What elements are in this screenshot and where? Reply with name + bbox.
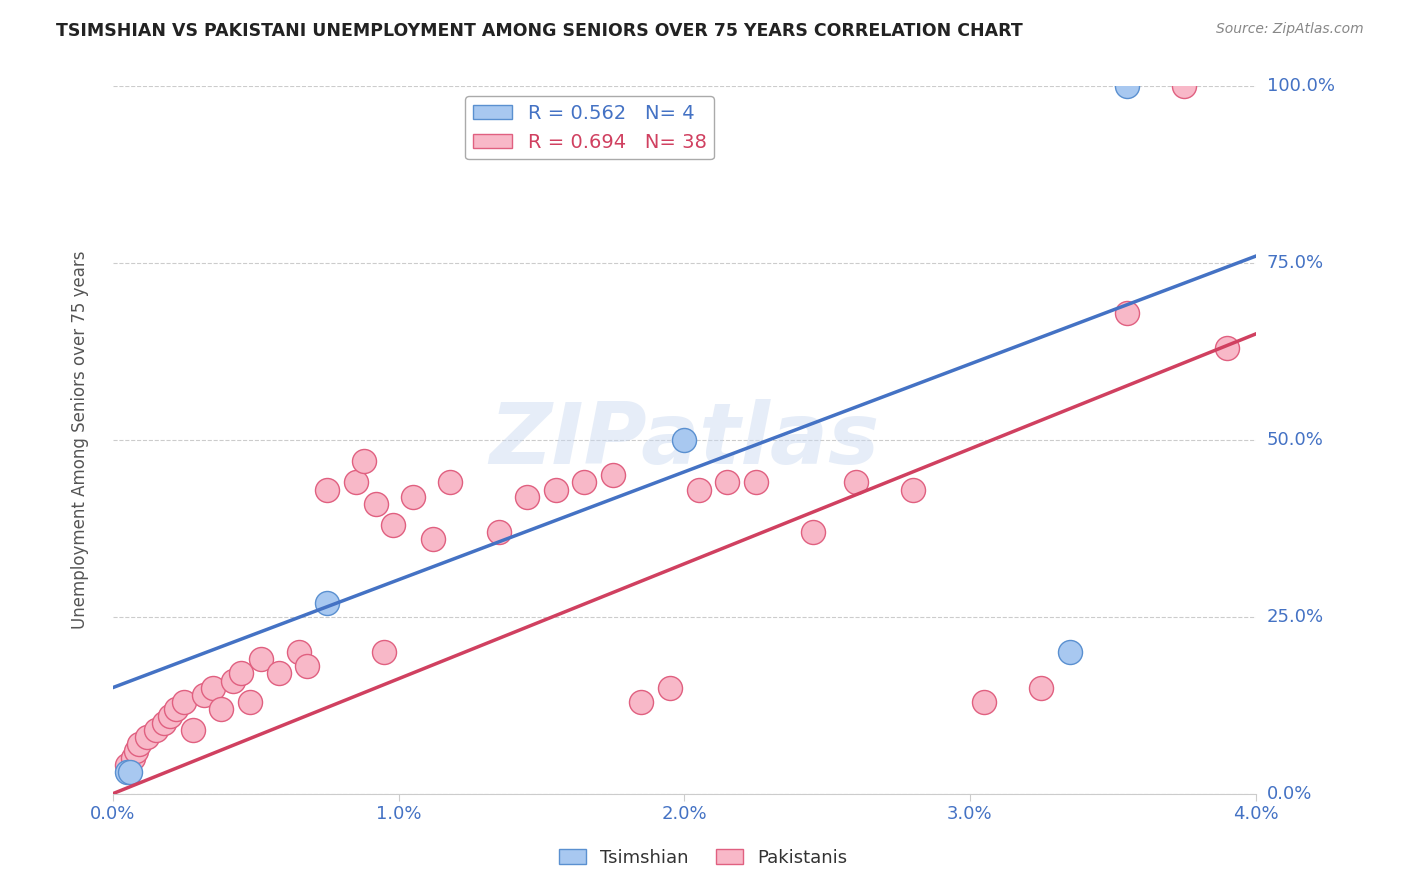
Point <box>1031 681 1053 695</box>
Point <box>153 715 176 730</box>
Point <box>353 454 375 468</box>
Legend: R = 0.562   N= 4, R = 0.694   N= 38: R = 0.562 N= 4, R = 0.694 N= 38 <box>465 96 714 160</box>
Point <box>344 475 367 490</box>
Point <box>744 475 766 490</box>
Point <box>287 645 309 659</box>
Point <box>673 433 696 447</box>
Point <box>602 468 624 483</box>
Point <box>659 681 682 695</box>
Point <box>115 765 138 780</box>
Point <box>159 709 181 723</box>
Legend: Tsimshian, Pakistanis: Tsimshian, Pakistanis <box>551 842 855 874</box>
Point <box>688 483 710 497</box>
Point <box>239 695 262 709</box>
Point <box>402 490 425 504</box>
Point <box>1116 306 1139 320</box>
Point <box>267 666 290 681</box>
Point <box>316 596 339 610</box>
Point <box>439 475 461 490</box>
Point <box>222 673 245 688</box>
Text: ZIPatlas: ZIPatlas <box>489 399 879 482</box>
Text: 50.0%: 50.0% <box>1267 431 1323 449</box>
Y-axis label: Unemployment Among Seniors over 75 years: Unemployment Among Seniors over 75 years <box>72 251 89 630</box>
Point <box>973 695 995 709</box>
Point <box>1216 341 1239 355</box>
Point <box>165 702 187 716</box>
Text: 75.0%: 75.0% <box>1267 254 1324 272</box>
Point <box>121 751 143 765</box>
Point <box>574 475 596 490</box>
Point <box>1059 645 1081 659</box>
Point <box>250 652 273 666</box>
Point <box>181 723 204 737</box>
Point <box>193 688 215 702</box>
Point <box>488 524 510 539</box>
Point <box>316 483 339 497</box>
Point <box>422 532 444 546</box>
Point <box>1116 79 1139 94</box>
Point <box>516 490 538 504</box>
Point <box>201 681 224 695</box>
Point <box>145 723 167 737</box>
Text: Source: ZipAtlas.com: Source: ZipAtlas.com <box>1216 22 1364 37</box>
Point <box>209 702 232 716</box>
Point <box>136 730 159 744</box>
Point <box>845 475 868 490</box>
Point <box>231 666 253 681</box>
Point <box>128 737 150 751</box>
Point <box>544 483 567 497</box>
Point <box>381 517 404 532</box>
Point <box>118 765 141 780</box>
Point <box>901 483 924 497</box>
Point <box>373 645 395 659</box>
Point <box>801 524 824 539</box>
Point <box>630 695 652 709</box>
Point <box>364 497 387 511</box>
Text: 0.0%: 0.0% <box>1267 785 1312 803</box>
Point <box>125 744 148 758</box>
Point <box>295 659 318 673</box>
Text: TSIMSHIAN VS PAKISTANI UNEMPLOYMENT AMONG SENIORS OVER 75 YEARS CORRELATION CHAR: TSIMSHIAN VS PAKISTANI UNEMPLOYMENT AMON… <box>56 22 1024 40</box>
Point <box>173 695 195 709</box>
Point <box>115 758 138 772</box>
Text: 25.0%: 25.0% <box>1267 607 1324 626</box>
Text: 100.0%: 100.0% <box>1267 78 1334 95</box>
Point <box>1173 79 1195 94</box>
Point <box>716 475 738 490</box>
